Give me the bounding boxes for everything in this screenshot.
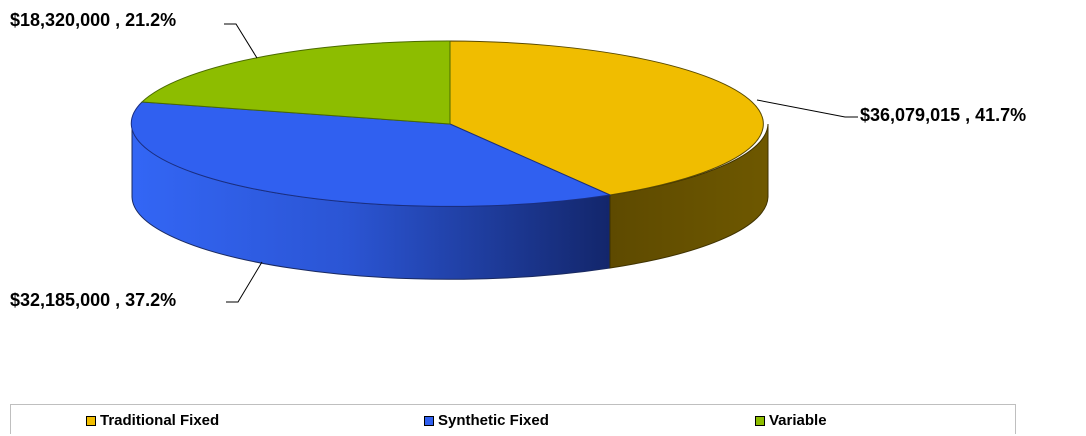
legend-swatch-variable	[755, 415, 765, 426]
pie-chart: $18,320,000 , 21.2% $36,079,015 , 41.7% …	[10, 10, 1026, 310]
legend: Traditional Fixed Synthetic Fixed Variab…	[10, 404, 1016, 434]
legend-item-traditional-fixed: Traditional Fixed	[86, 412, 219, 429]
leader-line-synthetic-fixed	[226, 261, 263, 303]
data-label-traditional-fixed: $36,079,015 , 41.7%	[860, 105, 1026, 125]
legend-swatch-traditional-fixed	[86, 415, 96, 426]
data-label-synthetic-fixed: $32,185,000 , 37.2%	[10, 290, 176, 310]
slice-top-traditional-fixed	[449, 40, 764, 196]
legend-item-variable: Variable	[755, 412, 827, 429]
slice-side-traditional-fixed	[609, 123, 769, 269]
data-label-variable: $18,320,000 , 21.2%	[10, 10, 176, 30]
leader-line-variable	[224, 23, 258, 59]
legend-swatch-synthetic-fixed	[424, 415, 434, 426]
slice-top-synthetic-fixed	[130, 101, 612, 207]
legend-label-traditional-fixed: Traditional Fixed	[100, 412, 220, 429]
legend-label-synthetic-fixed: Synthetic Fixed	[438, 412, 549, 429]
legend-label-variable: Variable	[769, 412, 827, 429]
legend-item-synthetic-fixed: Synthetic Fixed	[424, 412, 549, 429]
leader-line-traditional-fixed	[756, 99, 858, 118]
